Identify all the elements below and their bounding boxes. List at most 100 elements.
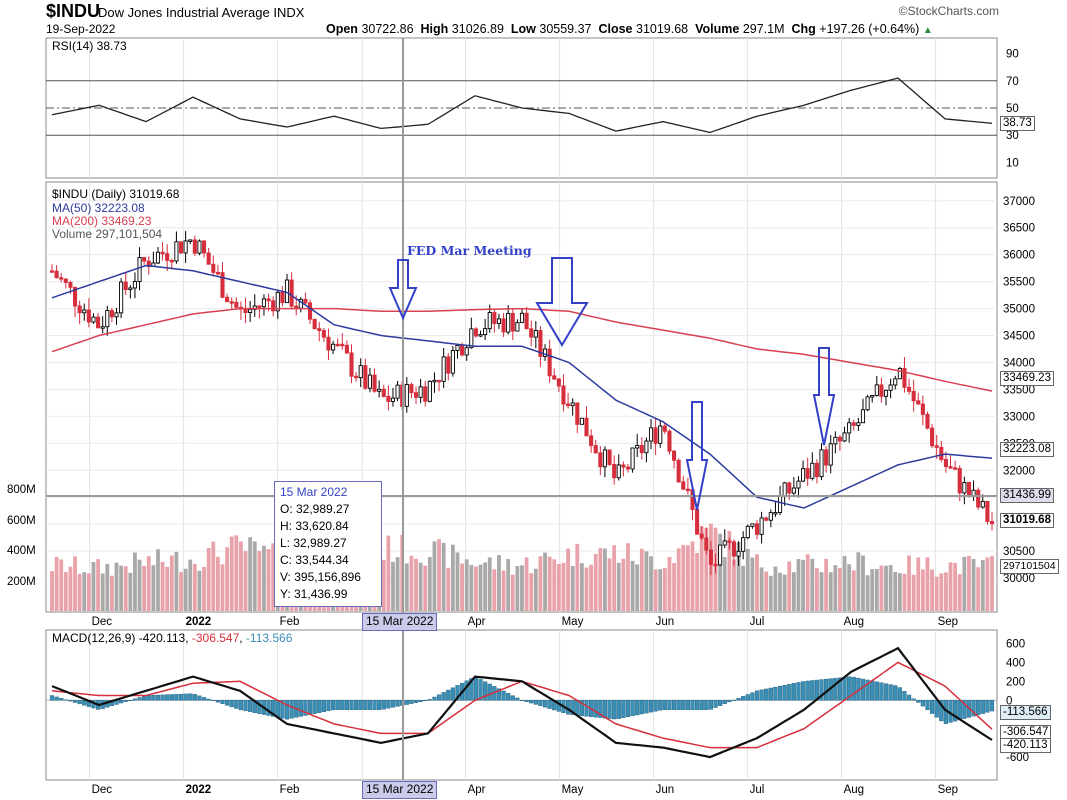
volume-bar xyxy=(948,562,953,611)
volume-bar xyxy=(239,541,243,611)
price-tick-label: 34500 xyxy=(1003,331,1035,343)
volume-bar xyxy=(86,573,91,611)
tooltip-volume: V: 395,156,896 xyxy=(280,570,361,584)
candle-body xyxy=(234,301,239,308)
macd-histogram-bar xyxy=(671,700,677,710)
macd-histogram-bar xyxy=(377,700,382,710)
candle-body xyxy=(833,436,838,445)
x-tick-label: Aug xyxy=(844,616,864,628)
volume-bar xyxy=(543,552,547,611)
macd-histogram-bar xyxy=(727,700,732,703)
volume-bar xyxy=(257,550,262,611)
price-tick-label: 36500 xyxy=(1003,223,1035,235)
volume-bar xyxy=(128,572,133,611)
volume-bar xyxy=(681,544,686,611)
ma50-line xyxy=(51,264,993,509)
ma200-value-box: 33469.23 xyxy=(1000,371,1054,386)
chg-label: Chg xyxy=(791,22,816,36)
volume-bar xyxy=(197,570,202,611)
candle-body xyxy=(814,462,819,478)
candle-body xyxy=(354,375,359,379)
candle-body xyxy=(225,296,230,303)
macd-histogram-bar xyxy=(423,700,428,702)
volume-value: 297.1M xyxy=(742,22,785,36)
candle-body xyxy=(727,540,732,543)
macd-histogram-bar xyxy=(754,690,760,701)
volume-bar xyxy=(409,555,414,611)
macd-tick-label: 400 xyxy=(1006,657,1025,669)
candle-body xyxy=(404,384,409,407)
candle-body xyxy=(860,409,866,424)
macd-histogram-bar xyxy=(579,700,585,716)
volume-bar xyxy=(976,567,981,611)
price-tick-label: 36000 xyxy=(1003,250,1035,262)
volume-bar xyxy=(215,556,220,611)
candle-body xyxy=(842,432,847,442)
volume-bar xyxy=(501,570,506,611)
candle-body xyxy=(515,322,520,332)
candle-body xyxy=(455,344,460,351)
volume-bar xyxy=(91,562,96,611)
macd-histogram-bar xyxy=(741,696,746,701)
macd-histogram-bar xyxy=(409,700,414,704)
macd-histogram-bar xyxy=(72,700,78,703)
volume-bar xyxy=(179,572,183,611)
macd-histogram-bar xyxy=(897,687,902,701)
candle-body xyxy=(602,449,607,468)
x-tick-label-bottom: Aug xyxy=(844,784,864,796)
macd-histogram-bar xyxy=(602,700,608,719)
macd-histogram-bar xyxy=(174,694,179,701)
volume-bar xyxy=(911,574,916,611)
macd-histogram-bar xyxy=(132,698,138,701)
candle-body xyxy=(676,459,681,483)
macd-histogram-bar xyxy=(146,695,151,701)
candle-body xyxy=(745,525,750,539)
volume-bar xyxy=(884,565,888,611)
macd-histogram-bar xyxy=(358,700,363,710)
volume-legend: Volume 297,101,504 xyxy=(52,227,162,241)
volume-bar xyxy=(589,564,594,611)
candle-body xyxy=(985,500,990,522)
volume-bar xyxy=(552,559,557,611)
candle-body xyxy=(713,563,718,567)
x-tick-label-bottom: Jul xyxy=(750,784,765,796)
volume-bar xyxy=(704,527,709,611)
macd-histogram-bar xyxy=(386,700,391,709)
macd-signal-line xyxy=(51,661,993,749)
candle-body xyxy=(658,425,663,444)
candle-body xyxy=(188,239,193,242)
volume-bar xyxy=(847,564,852,611)
macd-hist-value-box: -113.566 xyxy=(1000,705,1051,720)
candle-body xyxy=(870,395,875,398)
volume-bar xyxy=(395,557,400,611)
candle-body xyxy=(303,298,308,304)
candle-body xyxy=(768,512,773,521)
volume-bar xyxy=(944,572,948,611)
candle-body xyxy=(653,427,658,444)
volume-bar xyxy=(874,568,879,611)
price-tick-label: 34000 xyxy=(1003,357,1035,369)
macd-legend: MACD(12,26,9) -420.113, -306.547, -113.5… xyxy=(52,631,293,645)
candle-body xyxy=(128,287,133,291)
close-value-box: 31019.68 xyxy=(1000,513,1054,528)
candle-body xyxy=(63,278,68,283)
brand-label[interactable]: ©StockCharts.com xyxy=(898,4,999,18)
candle-body xyxy=(750,523,755,527)
volume-bar xyxy=(782,574,787,611)
ma200-legend: MA(200) 33469.23 xyxy=(52,214,152,228)
volume-bar xyxy=(612,545,617,611)
volume-bar xyxy=(423,565,428,611)
volume-bar xyxy=(897,573,902,611)
candle-body xyxy=(266,298,271,302)
macd-histogram-bar xyxy=(519,700,525,701)
macd-histogram-bar xyxy=(722,700,727,704)
candle-body xyxy=(939,446,944,460)
candle-body xyxy=(672,450,677,461)
macd-legend-value: -420.113 xyxy=(139,631,186,645)
macd-histogram-bar xyxy=(902,691,907,701)
macd-histogram-bar xyxy=(648,700,654,713)
volume-bar xyxy=(59,559,64,611)
volume-bar xyxy=(957,574,962,611)
volume-bar xyxy=(110,575,114,611)
